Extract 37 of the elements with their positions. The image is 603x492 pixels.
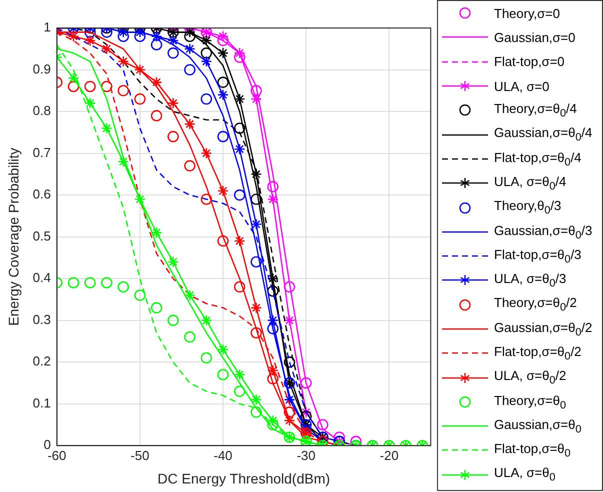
legend-label: Theory,σ=θ$_{0}$/2: [494, 295, 577, 314]
y-tick-label: 0.6: [32, 186, 51, 202]
y-tick-label: 0.8: [32, 103, 51, 118]
x-tick-label: -40: [214, 448, 232, 463]
x-axis-title: DC Energy Threshold(dBm): [158, 470, 330, 486]
legend-label: Theory,θ$_{0}$/3: [494, 198, 562, 217]
y-tick-label: 0.1: [32, 395, 51, 410]
x-tick-label: -50: [130, 448, 150, 463]
y-tick-label: 0.2: [32, 354, 51, 369]
legend-label: ULA, σ=θ$_{0}$/4: [494, 174, 566, 193]
y-tick-label: 0.4: [32, 270, 51, 286]
legend-label: Theory,σ=0: [494, 6, 560, 21]
legend-label: ULA, σ=θ$_{0}$/3: [494, 271, 566, 290]
y-axis-title: Energy Coverage Probability: [5, 148, 22, 326]
legend-label: Gaussian,σ=0: [494, 30, 576, 45]
y-tick-label: 0.7: [32, 144, 51, 160]
legend-label: ULA, σ=0: [494, 78, 550, 94]
legend-label: Theory,σ=θ$_{0}$: [494, 392, 566, 412]
y-tick-label: 0: [44, 437, 51, 452]
x-tick-label: -20: [380, 448, 399, 463]
legend-label: Flat-top,σ=0: [494, 54, 565, 70]
legend-label: Flat-top,σ=θ$_{0}$: [494, 441, 571, 460]
legend-label: Gaussian,σ=θ$_{0}$/2: [494, 320, 592, 338]
y-tick-label: 0.9: [32, 61, 51, 76]
legend-label: Flat-top,σ=θ$_{0}$/2: [494, 344, 582, 363]
y-tick-label: 0.5: [32, 228, 51, 244]
y-tick-label: 1: [44, 20, 51, 35]
x-tick-label: -30: [296, 448, 316, 463]
legend-label: ULA, σ=θ$_{0}$: [494, 465, 556, 484]
legend-label: Flat-top,σ=θ$_{0}$/3: [494, 246, 582, 266]
legend-label: Gaussian,σ=θ$_{0}$/4: [494, 125, 592, 144]
y-tick-label: 0.3: [32, 312, 51, 327]
legend-label: Theory,σ=θ$_{0}$/4: [494, 101, 577, 120]
legend-label: Gaussian,σ=θ$_{0}$: [494, 416, 582, 436]
legend-label: Gaussian,σ=θ$_{0}$/3: [494, 222, 592, 242]
legend-label: Flat-top,σ=θ$_{0}$/4: [494, 150, 582, 168]
legend-label: ULA, σ=θ$_{0}$/2: [494, 368, 566, 387]
